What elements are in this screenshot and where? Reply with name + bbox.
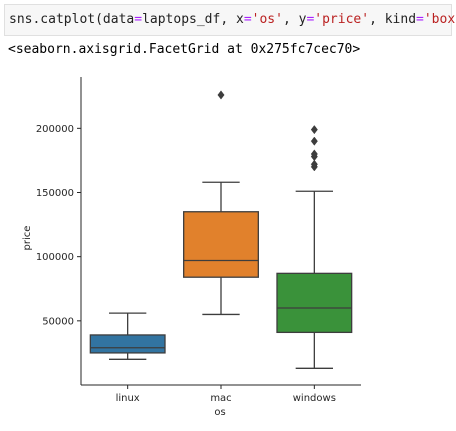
outlier-point bbox=[217, 90, 225, 100]
box-linux bbox=[89, 312, 166, 360]
y-tick-label: 150000 bbox=[36, 188, 74, 199]
y-tick-label: 200000 bbox=[36, 124, 74, 135]
outlier-point bbox=[310, 136, 318, 146]
code-token: , kind bbox=[369, 12, 417, 27]
code-token: laptops_df, x bbox=[142, 12, 244, 27]
outlier-point bbox=[310, 159, 318, 169]
code-token: , y bbox=[282, 12, 307, 27]
code-token: = bbox=[416, 12, 424, 27]
box-windows bbox=[276, 125, 353, 369]
code-token: = bbox=[134, 12, 143, 27]
x-axis-label: os bbox=[214, 407, 225, 418]
x-tick-label: windows bbox=[293, 393, 336, 404]
y-tick-label: 100000 bbox=[36, 252, 74, 263]
box-body bbox=[89, 334, 166, 354]
code-token: 'os' bbox=[251, 12, 283, 27]
code-token: = bbox=[243, 12, 252, 27]
code-token: 'price' bbox=[314, 12, 370, 27]
box-body bbox=[183, 211, 259, 278]
outlier-point bbox=[310, 149, 318, 159]
box-mac bbox=[183, 90, 259, 316]
x-tick-label: mac bbox=[210, 393, 231, 404]
cell-output: <seaborn.axisgrid.FacetGrid at 0x275fc7c… bbox=[8, 42, 361, 57]
code-cell[interactable]: sns.catplot(data=laptops_df, x='os', y='… bbox=[4, 4, 456, 36]
code-token: sns.catplot(data bbox=[9, 12, 135, 27]
code-token: = bbox=[306, 12, 315, 27]
y-tick-label: 50000 bbox=[42, 316, 74, 327]
y-axis-label: price bbox=[22, 226, 33, 251]
outlier-point bbox=[310, 125, 318, 135]
box-body bbox=[276, 272, 353, 334]
code-token: 'box' bbox=[423, 12, 456, 27]
x-tick-label: linux bbox=[116, 393, 140, 404]
